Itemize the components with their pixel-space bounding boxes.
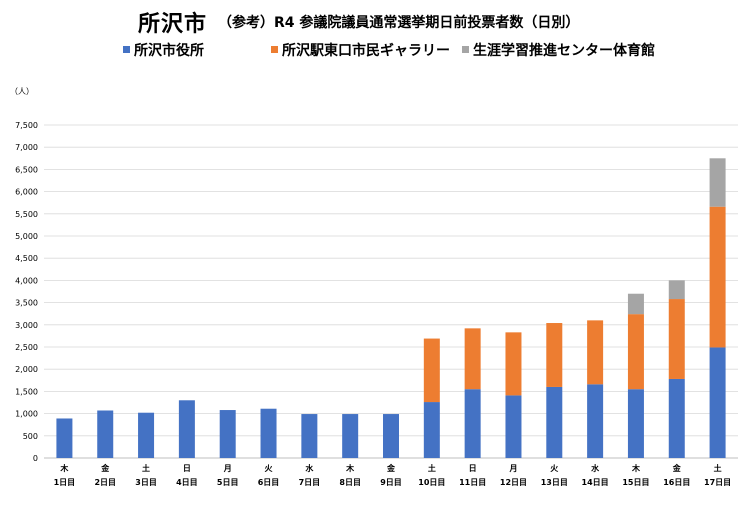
legend-item-shiyakusho: 所沢市役所 — [123, 40, 204, 60]
legend: 所沢市役所 所沢駅東口市民ギャラリー 生涯学習推進センター体育館 — [0, 40, 740, 62]
x-tick-day: 17日目 — [704, 478, 731, 487]
x-tick-day: 2日目 — [94, 478, 116, 487]
legend-item-gallery: 所沢駅東口市民ギャラリー — [271, 40, 450, 60]
x-tick-day: 14日目 — [582, 478, 609, 487]
bar-segment-2 — [627, 314, 644, 390]
title-row: 所沢市 （参考）R4 参議院議員通常選挙期日前投票者数（日別） — [0, 6, 740, 37]
x-tick-day: 5日目 — [217, 478, 239, 487]
y-tick-label: 7,000 — [15, 143, 38, 152]
legend-item-gym: 生涯学習推進センター体育館 — [462, 40, 655, 60]
y-tick-label: 500 — [23, 432, 38, 441]
x-tick-weekday: 木 — [345, 463, 355, 473]
bar-segment-2 — [587, 320, 604, 385]
y-tick-label: 6,000 — [15, 188, 38, 197]
y-tick-label: 5,000 — [15, 232, 38, 241]
x-tick-weekday: 月 — [223, 464, 232, 473]
x-tick-day: 15日目 — [622, 478, 649, 487]
bar-segment-3 — [709, 158, 726, 207]
x-tick-day: 9日目 — [380, 478, 402, 487]
y-tick-label: 3,000 — [15, 321, 38, 330]
bar-segment-3 — [627, 293, 644, 315]
bar-segment-1 — [627, 389, 644, 458]
y-tick-label: 7,500 — [15, 121, 38, 130]
x-tick-weekday: 日 — [183, 464, 191, 473]
bar-segment-3 — [668, 280, 685, 300]
x-tick-weekday: 水 — [590, 463, 600, 473]
y-tick-label: 4,500 — [15, 254, 38, 263]
x-tick-day: 4日目 — [176, 478, 198, 487]
legend-swatch-gray — [462, 46, 469, 53]
bar-segment-1 — [668, 378, 685, 458]
bar-segment-1 — [97, 410, 114, 458]
legend-label: 生涯学習推進センター体育館 — [473, 43, 655, 59]
x-tick-weekday: 月 — [508, 464, 517, 473]
legend-label: 所沢市役所 — [134, 43, 204, 59]
bar-segment-1 — [219, 410, 236, 458]
x-tick-weekday: 土 — [428, 463, 436, 473]
bar-segment-2 — [668, 299, 685, 379]
y-tick-label: 4,000 — [15, 276, 38, 285]
bar-segment-1 — [383, 414, 399, 458]
y-tick-label: 1,000 — [15, 410, 38, 419]
bar-segment-1 — [587, 384, 604, 458]
x-tick-weekday: 金 — [386, 463, 396, 473]
x-tick-weekday: 火 — [550, 464, 559, 473]
x-tick-weekday: 土 — [142, 463, 150, 473]
x-tick-day: 16日目 — [663, 478, 690, 487]
legend-label: 所沢駅東口市民ギャラリー — [282, 43, 450, 59]
x-tick-day: 13日目 — [541, 478, 568, 487]
y-tick-label: 0 — [33, 454, 38, 463]
bar-segment-2 — [464, 328, 481, 390]
x-tick-weekday: 土 — [714, 463, 722, 473]
bar-segment-2 — [709, 206, 726, 348]
bar-segment-1 — [56, 418, 73, 458]
y-tick-label: 5,500 — [15, 210, 38, 219]
bar-segment-1 — [138, 412, 155, 458]
x-tick-day: 12日目 — [500, 478, 527, 487]
bar-segment-2 — [505, 332, 522, 396]
x-tick-day: 7日目 — [299, 478, 321, 487]
x-tick-weekday: 金 — [100, 463, 110, 473]
y-tick-label: 2,500 — [15, 343, 38, 352]
bar-segment-2 — [423, 338, 440, 403]
x-tick-day: 10日目 — [418, 478, 445, 487]
bar-segment-1 — [260, 408, 277, 458]
y-tick-label: 3,500 — [15, 299, 38, 308]
bar-segment-1 — [342, 414, 359, 458]
x-tick-weekday: 日 — [469, 464, 477, 473]
chart-title: 所沢市 — [138, 12, 208, 37]
bar-segment-1 — [546, 386, 563, 458]
y-tick-label: 1,500 — [15, 387, 38, 396]
bar-segment-1 — [423, 402, 440, 458]
x-tick-day: 8日目 — [339, 478, 361, 487]
chart-subtitle: （参考）R4 参議院議員通常選挙期日前投票者数（日別） — [218, 15, 580, 31]
x-tick-weekday: 木 — [59, 463, 69, 473]
x-tick-weekday: 金 — [672, 463, 682, 473]
x-tick-weekday: 水 — [304, 463, 314, 473]
bar-segment-1 — [178, 400, 195, 458]
y-tick-label: 6,500 — [15, 165, 38, 174]
x-tick-day: 3日目 — [135, 478, 157, 487]
y-unit-label: （人） — [10, 87, 34, 96]
y-tick-label: 2,000 — [15, 365, 38, 374]
x-tick-day: 11日目 — [459, 478, 486, 487]
x-tick-day: 1日目 — [54, 478, 76, 487]
bar-segment-1 — [709, 347, 726, 458]
bar-segment-1 — [464, 389, 481, 458]
x-tick-weekday: 火 — [265, 464, 274, 473]
x-tick-weekday: 木 — [631, 463, 641, 473]
bar-segment-1 — [301, 414, 318, 458]
bar-segment-2 — [546, 323, 563, 387]
legend-swatch-blue — [123, 46, 130, 53]
x-tick-day: 6日目 — [258, 478, 280, 487]
bar-segment-1 — [505, 395, 522, 458]
legend-swatch-orange — [271, 46, 278, 53]
